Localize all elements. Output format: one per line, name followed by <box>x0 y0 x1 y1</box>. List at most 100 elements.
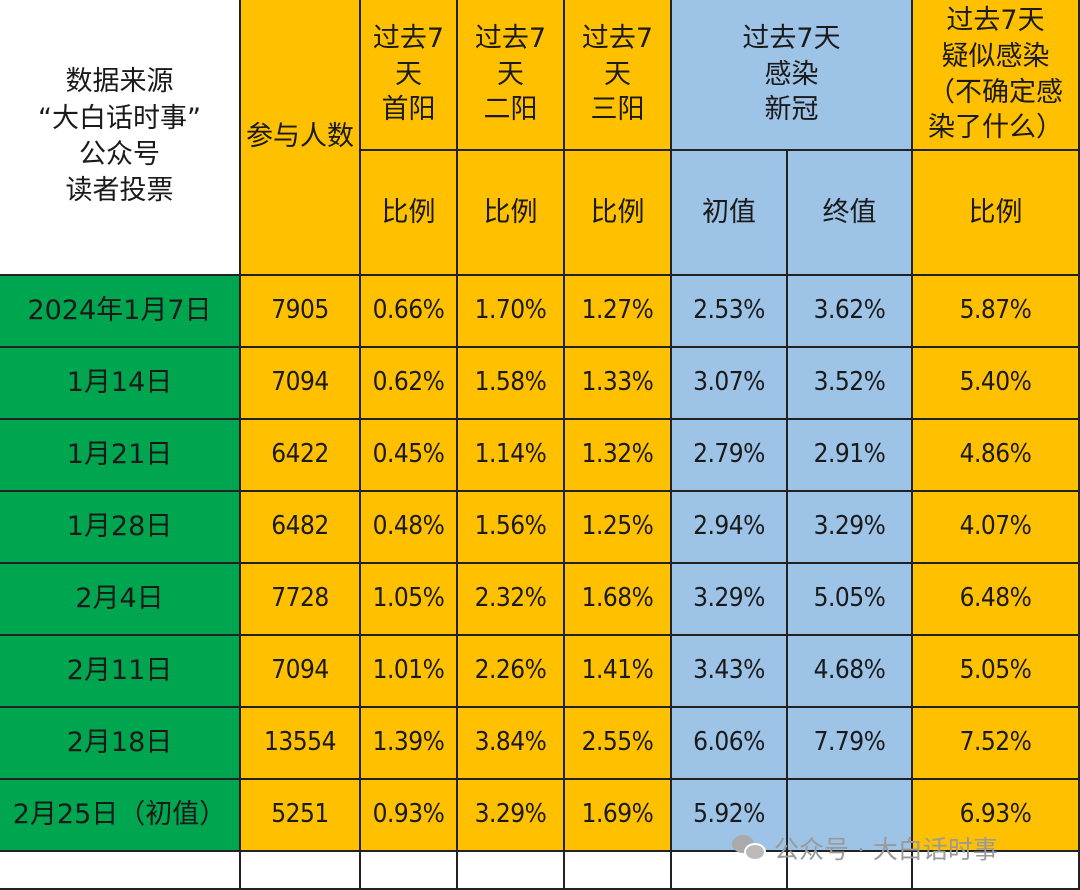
subheader-ratio1: 比例 <box>361 151 458 276</box>
table-cell-initial: 5.92% <box>672 780 788 852</box>
cell-text: 3.84% <box>474 727 547 758</box>
cell-text: 4.07% <box>959 511 1032 542</box>
second-positive-header: 过去7 天二阳 <box>458 0 565 151</box>
header-line: “大白话时事” <box>38 102 201 134</box>
header-line: 数据来源 <box>65 66 174 98</box>
table-cell-final: 3.29% <box>788 492 913 564</box>
third-positive-header: 过去7 天三阳 <box>565 0 672 151</box>
empty-cell <box>672 852 788 890</box>
header-line: 过去7 <box>474 23 547 55</box>
cell-text: 1.05% <box>372 583 445 614</box>
table-cell-suspected: 5.40% <box>913 348 1080 420</box>
table-cell-final: 3.62% <box>788 276 913 348</box>
table-cell-second: 3.84% <box>458 708 565 780</box>
header-line: 天 <box>497 58 524 90</box>
table-cell-suspected: 5.05% <box>913 636 1080 708</box>
first-positive-header: 过去7 天首阳 <box>361 0 458 151</box>
cell-text: 比例 <box>381 196 436 228</box>
watermark-text: 公众号 · 大白话时事 <box>774 835 998 864</box>
cell-text: 0.45% <box>372 439 445 470</box>
header-line: 过去7 <box>372 23 445 55</box>
infected-covid-header: 过去7天 感染 新冠 <box>672 0 913 151</box>
cell-text: 3.29% <box>474 799 547 830</box>
table-cell-final: 7.79% <box>788 708 913 780</box>
suspected-header: 过去7天 疑似感染 （不确定感 染了什么） <box>913 0 1080 151</box>
table-cell-third: 1.69% <box>565 780 672 852</box>
table-cell-second: 3.29% <box>458 780 565 852</box>
cell-text: 2月11日 <box>66 655 173 687</box>
empty-cell <box>565 852 672 890</box>
cell-text: 1月28日 <box>66 511 173 543</box>
header-line: 首阳 <box>381 94 436 126</box>
cell-text: 2月25日（初值） <box>12 799 227 831</box>
header-line: 读者投票 <box>65 175 174 207</box>
table-cell-second: 1.56% <box>458 492 565 564</box>
table-cell-final: 2.91% <box>788 420 913 492</box>
cell-text: 7094 <box>271 367 329 398</box>
cell-text: 5.05% <box>813 583 886 614</box>
cell-text: 2.32% <box>474 583 547 614</box>
empty-cell <box>913 852 1080 890</box>
cell-text: 3.07% <box>693 367 765 398</box>
table-cell-date: 1月21日 <box>0 420 241 492</box>
table-cell-third: 1.27% <box>565 276 672 348</box>
participants-header: 参与人数 <box>241 0 361 276</box>
header-line: 过去7 <box>581 23 654 55</box>
table-cell-date: 2月25日（初值） <box>0 780 241 852</box>
cell-text: 1月21日 <box>66 439 173 471</box>
table-cell-initial: 3.07% <box>672 348 788 420</box>
table-cell-third: 1.68% <box>565 564 672 636</box>
cell-text: 7728 <box>271 583 329 614</box>
table-cell-initial: 2.94% <box>672 492 788 564</box>
cell-text: 6482 <box>271 511 329 542</box>
empty-cell <box>0 852 241 890</box>
table-cell-initial: 3.43% <box>672 636 788 708</box>
table-cell-second: 2.32% <box>458 564 565 636</box>
table-cell-initial: 3.29% <box>672 564 788 636</box>
cell-text: 3.29% <box>813 511 886 542</box>
header-line: 二阳 <box>483 94 538 126</box>
cell-text: 2月18日 <box>66 727 173 759</box>
table-cell-participants: 7728 <box>241 564 361 636</box>
table-cell-second: 1.14% <box>458 420 565 492</box>
header-line: 染了什么） <box>928 112 1063 144</box>
cell-text: 2.26% <box>474 655 547 686</box>
table-cell-suspected: 7.52% <box>913 708 1080 780</box>
table-cell-third: 1.32% <box>565 420 672 492</box>
table-cell-third: 1.41% <box>565 636 672 708</box>
cell-text: 7.52% <box>959 727 1032 758</box>
empty-cell <box>788 852 913 890</box>
cell-text: 1月14日 <box>66 367 173 399</box>
cell-text: 0.93% <box>372 799 445 830</box>
empty-cell <box>361 852 458 890</box>
cell-text: 比例 <box>590 196 645 228</box>
table-cell-first: 0.62% <box>361 348 458 420</box>
cell-text: 1.41% <box>581 655 654 686</box>
cell-text: 2.55% <box>581 727 654 758</box>
cell-text: 7905 <box>271 295 329 326</box>
cell-text: 4.68% <box>813 655 886 686</box>
empty-cell <box>458 852 565 890</box>
header-line: 天 <box>395 58 422 90</box>
cell-text: 6.48% <box>959 583 1032 614</box>
table-cell-participants: 7905 <box>241 276 361 348</box>
cell-text: 1.69% <box>581 799 654 830</box>
watermark: 公众号 · 大白话时事 <box>732 830 998 866</box>
header-line: 疑似感染 <box>941 40 1050 72</box>
header-line: （不确定感 <box>928 76 1063 108</box>
table-cell-participants: 6422 <box>241 420 361 492</box>
table-cell-date: 2月11日 <box>0 636 241 708</box>
table-cell-first: 1.05% <box>361 564 458 636</box>
table-cell-suspected: 6.93% <box>913 780 1080 852</box>
table-cell-final: 5.05% <box>788 564 913 636</box>
cell-text: 1.56% <box>474 511 547 542</box>
table-cell-initial: 6.06% <box>672 708 788 780</box>
cell-text: 2.79% <box>693 439 765 470</box>
empty-cell <box>241 852 361 890</box>
cell-text: 2月4日 <box>75 583 164 615</box>
cell-text: 比例 <box>483 196 538 228</box>
cell-text: 1.58% <box>474 367 547 398</box>
table-cell-suspected: 4.86% <box>913 420 1080 492</box>
cell-text: 1.70% <box>474 295 547 326</box>
table-cell-suspected: 6.48% <box>913 564 1080 636</box>
